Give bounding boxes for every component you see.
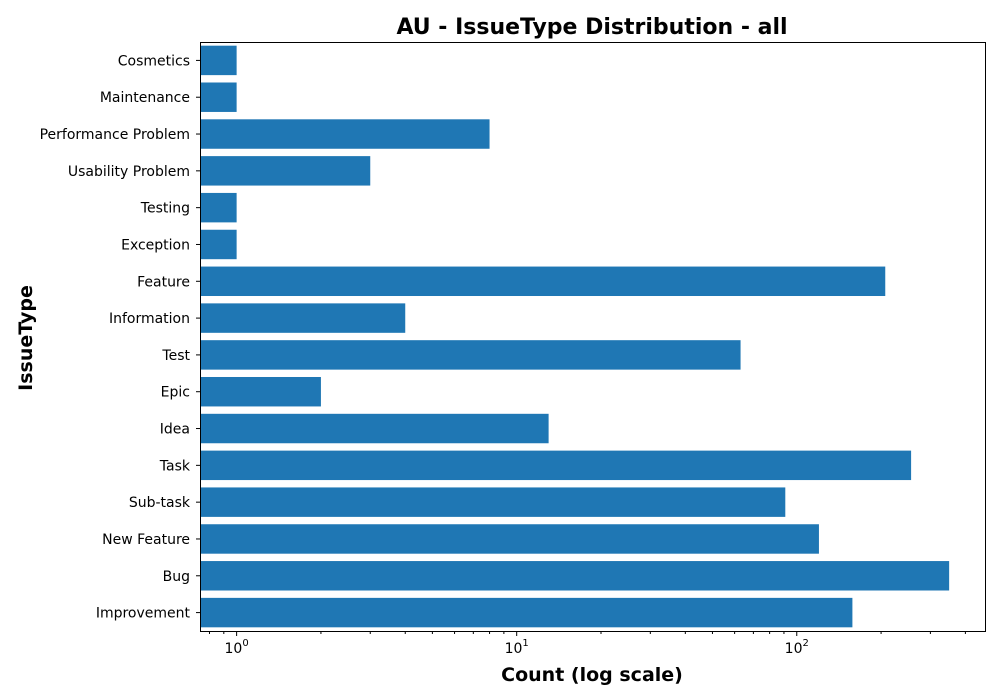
y-tick-label: Testing — [140, 201, 190, 217]
y-tick-label: Idea — [160, 422, 190, 438]
bar-performance-problem — [200, 119, 490, 149]
bar-maintenance — [200, 82, 237, 112]
y-tick-label: Epic — [161, 385, 190, 401]
plot-frame — [200, 42, 986, 632]
bar-sub-task — [200, 487, 786, 517]
chart-title: AU - IssueType Distribution - all — [396, 15, 787, 40]
bar-improvement — [200, 597, 853, 628]
y-tick-label: Usability Problem — [68, 164, 190, 180]
bar-usability-problem — [200, 156, 371, 186]
y-axis-ticks: Improvement Bug New Feature Sub-task Task Ide… — [40, 53, 200, 622]
x-axis-ticks: 100 101 102 — [208, 631, 966, 657]
x-axis-label: Count (log scale) — [501, 664, 683, 686]
bar-epic — [200, 376, 321, 407]
x-tick-label: 101 — [505, 638, 529, 657]
y-tick-label: Sub-task — [129, 495, 191, 511]
x-tick-label: 100 — [225, 638, 249, 657]
y-tick-label: New Feature — [102, 532, 190, 548]
bar-bug — [200, 561, 950, 591]
bars-group — [200, 45, 950, 628]
bar-information — [200, 303, 406, 333]
bar-feature — [200, 266, 886, 297]
bar-task — [200, 450, 912, 481]
bar-testing — [200, 192, 237, 223]
y-tick-label: Test — [161, 348, 190, 364]
y-tick-label: Bug — [163, 569, 190, 585]
y-tick-label: Task — [159, 458, 191, 474]
bar-cosmetics — [200, 45, 237, 76]
bar-test — [200, 340, 741, 370]
y-axis-label: IssueType — [15, 285, 37, 391]
bar-new-feature — [200, 524, 819, 554]
x-tick-label: 102 — [785, 638, 809, 657]
y-tick-label: Performance Problem — [40, 127, 190, 143]
y-tick-label: Maintenance — [100, 90, 190, 106]
bar-idea — [200, 413, 549, 444]
y-tick-label: Feature — [137, 274, 190, 290]
bar-exception — [200, 229, 237, 260]
y-tick-label: Exception — [121, 237, 190, 253]
y-tick-label: Cosmetics — [118, 53, 190, 69]
y-tick-label: Improvement — [96, 606, 191, 622]
y-tick-label: Information — [109, 311, 190, 327]
